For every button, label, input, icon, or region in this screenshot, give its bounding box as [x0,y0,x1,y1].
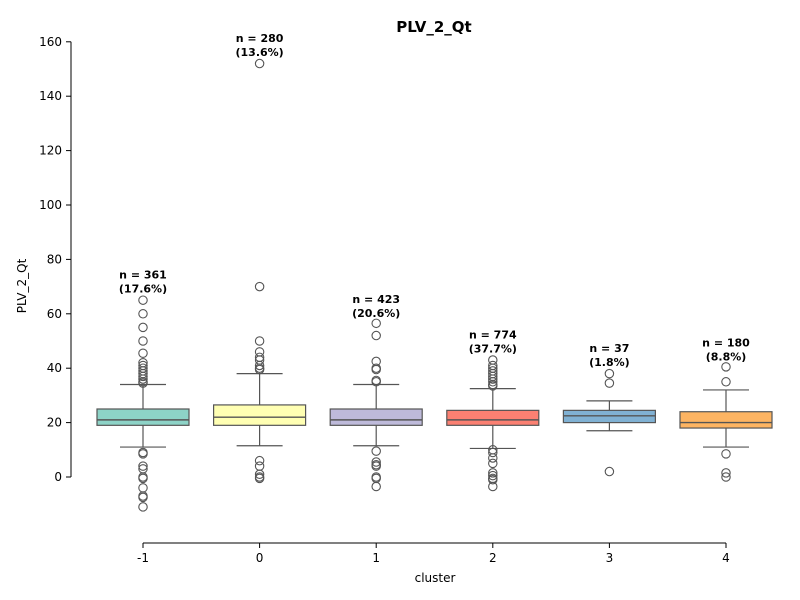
outlier-point [138,502,148,512]
outlier-point [138,449,148,459]
percent-label: (1.8%) [589,356,630,369]
outlier-point [254,336,265,346]
box-group [329,318,423,492]
box-group [213,58,307,484]
box-group [446,355,540,492]
count-label: n = 423 [352,293,400,306]
outlier-point [254,455,265,466]
outlier-point [604,466,615,477]
x-axis-title: cluster [415,571,456,585]
outlier-point [371,318,381,329]
outlier-point [138,374,148,384]
outlier-point [138,461,148,471]
outlier-point [488,474,498,485]
outlier-point [371,446,381,456]
outlier-point [488,468,498,478]
count-label: n = 774 [469,328,517,341]
x-tick-label: 1 [372,551,380,565]
outlier-point [254,360,265,371]
outlier-point [488,374,498,384]
chart-title: PLV_2_Qt [396,18,471,36]
percent-label: (13.6%) [235,46,283,59]
count-label: n = 361 [119,268,167,281]
outlier-point [254,364,265,375]
y-tick-label: 60 [47,307,62,321]
annotations-layer: n = 361(17.6%) n = 280(13.6%) n = 423(20.6… [119,32,750,369]
x-tick-label: -1 [137,551,149,565]
percent-label: (8.8%) [706,350,747,363]
percent-label: (20.6%) [352,307,400,320]
box-group [562,368,657,477]
count-label: n = 180 [702,336,750,349]
y-tick-label: 140 [39,89,62,103]
outlier-point [488,377,498,387]
x-tick-label: 4 [722,551,730,565]
outlier-point [138,322,148,333]
box-iqr [213,404,307,426]
y-tick-label: 100 [39,198,62,212]
outlier-point [254,473,265,484]
box-iqr [329,408,423,426]
outlier-point [138,336,148,346]
outlier-point [138,295,148,305]
outlier-point [371,481,381,492]
outlier-point [138,371,148,382]
outlier-point [721,472,731,482]
y-tick-label: 40 [47,361,62,375]
y-tick-label: 20 [47,416,62,430]
count-label: n = 280 [236,32,284,45]
box-group [679,362,773,482]
x-axis: -1 0 1 2 3 4 [137,542,730,565]
y-tick-label: 160 [39,35,62,49]
outlier-point [721,449,731,459]
outlier-point [138,483,148,493]
outlier-point [721,377,731,387]
y-tick-label: 80 [47,252,62,266]
box-iqr [679,411,773,429]
outlier-point [254,281,265,292]
x-tick-label: 0 [256,551,264,565]
outlier-point [138,473,148,484]
boxes-layer [96,58,773,512]
outlier-point [371,377,381,387]
outlier-point [721,362,731,372]
outlier-point [721,468,731,478]
outlier-point [488,453,498,463]
outlier-point [371,461,381,471]
box-iqr [446,409,540,426]
outlier-point [488,458,498,469]
percent-label: (17.6%) [119,282,167,295]
y-axis: 0 20 40 60 80 100 120 140 160 [39,35,72,484]
outlier-point [138,309,148,319]
outlier-point [371,364,381,375]
outlier-point [604,368,615,379]
count-label: n = 37 [589,342,629,355]
outlier-point [371,330,381,341]
outlier-point [488,470,498,481]
y-tick-label: 120 [39,144,62,158]
outlier-point [254,469,265,480]
outlier-point [254,58,265,69]
x-tick-label: 3 [606,551,614,565]
x-tick-label: 2 [489,551,497,565]
outlier-point [138,378,148,388]
box-group [96,295,190,512]
y-tick-label: 0 [54,470,62,484]
y-axis-title: PLV_2_Qt [15,258,29,313]
percent-label: (37.7%) [469,342,517,355]
outlier-point [371,457,381,467]
outlier-point [604,378,615,388]
outlier-point [138,348,148,358]
outlier-point [138,492,148,503]
outlier-point [488,481,498,492]
outlier-point [488,447,498,458]
outlier-point [254,461,265,471]
outlier-point [488,381,498,391]
box-iqr [96,408,190,426]
